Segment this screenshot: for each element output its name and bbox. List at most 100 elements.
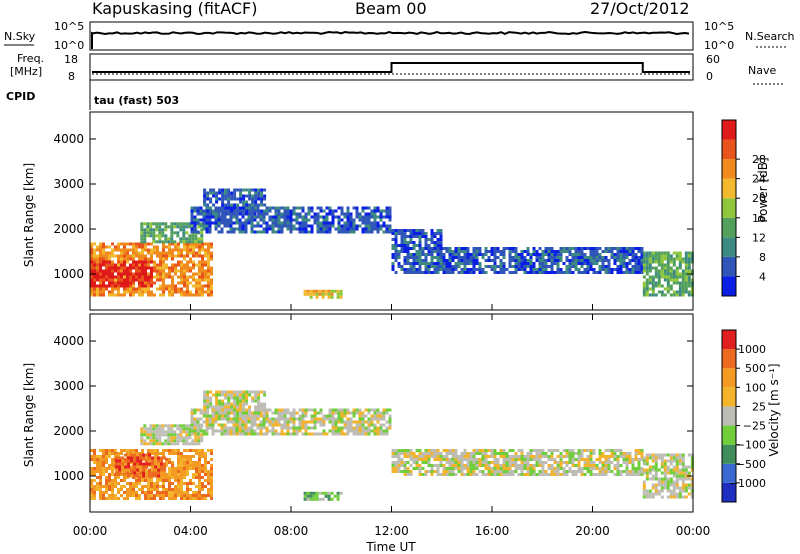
heatmap-cell [159, 284, 162, 288]
colorbar-tick-label: 1000 [738, 343, 766, 356]
heatmap-cell [648, 254, 652, 258]
heatmap-cell [150, 482, 153, 485]
heatmap-cell [409, 458, 413, 461]
heatmap-cell [681, 480, 685, 484]
heatmap-cell [129, 257, 132, 261]
heatmap-cell [176, 222, 180, 226]
heatmap-cell [177, 260, 180, 264]
heatmap-cell [331, 215, 335, 219]
heatmap-cell [451, 458, 455, 461]
heatmap-cell [180, 272, 183, 276]
heatmap-cell [343, 221, 347, 225]
heatmap-cell [192, 260, 195, 264]
heatmap-cell [256, 221, 260, 225]
heatmap-cell [239, 212, 243, 216]
heatmap-cell [153, 497, 156, 500]
heatmap-cell [298, 408, 302, 412]
heatmap-cell [177, 452, 180, 455]
heatmap-cell [400, 452, 404, 455]
heatmap-cell [232, 429, 236, 433]
heatmap-cell [192, 449, 195, 452]
heatmap-cell [439, 235, 443, 238]
heatmap-cell [433, 256, 437, 259]
heatmap-cell [182, 427, 186, 431]
heatmap-cell [155, 225, 159, 229]
heatmap-cell [672, 453, 676, 457]
heatmap-cell [193, 408, 197, 412]
heatmap-cell [310, 420, 314, 424]
heatmap-cell [355, 209, 359, 213]
heatmap-cell [571, 470, 575, 473]
heatmap-cell [253, 224, 257, 228]
heatmap-cell [198, 281, 201, 285]
heatmap-cell [645, 468, 649, 472]
heatmap-cell [170, 234, 174, 238]
heatmap-cell [457, 253, 461, 256]
heatmap-cell [191, 225, 195, 229]
heatmap-cell [141, 248, 144, 252]
heatmap-cell [277, 230, 281, 234]
y-tick-label: 1000 [53, 469, 84, 483]
heatmap-cell [642, 266, 646, 270]
heatmap-cell [105, 482, 108, 485]
heatmap-cell [346, 212, 350, 216]
heatmap-cell [123, 266, 126, 270]
heatmap-cell [454, 250, 458, 253]
cpid-label: CPID [6, 90, 35, 103]
colorbar-tick-label: −100 [736, 439, 766, 452]
heatmap-cell [442, 455, 446, 458]
heatmap-cell [391, 449, 395, 452]
heatmap-cell [200, 439, 204, 443]
heatmap-cell [678, 293, 682, 297]
heatmap-cell [259, 411, 263, 415]
heatmap-cell [637, 470, 641, 473]
heatmap-cell [236, 414, 240, 418]
heatmap-cell [382, 221, 386, 225]
heatmap-cell [568, 247, 572, 250]
heatmap-cell [96, 278, 99, 282]
heatmap-cell [126, 257, 129, 261]
heatmap-cell [214, 420, 218, 424]
heatmap-cell [229, 426, 233, 430]
heatmap-cell [204, 473, 207, 476]
heatmap-cell [648, 287, 652, 291]
heatmap-cell [200, 222, 204, 226]
heatmap-cell [177, 479, 180, 482]
heatmap-cell [180, 260, 183, 264]
heatmap-cell [640, 262, 644, 265]
heatmap-cell [663, 459, 667, 463]
heatmap-cell [330, 497, 334, 501]
heatmap-cell [645, 474, 649, 478]
heatmap-cell [337, 215, 341, 219]
heatmap-cell [192, 476, 195, 479]
heatmap-cell [657, 477, 661, 481]
heatmap-cell [690, 480, 694, 484]
heatmap-cell [167, 427, 171, 431]
heatmap-cell [183, 257, 186, 261]
heatmap-cell [154, 474, 158, 478]
heatmap-cell [541, 455, 545, 458]
heatmap-cell [675, 477, 679, 481]
heatmap-cell [171, 449, 174, 452]
heatmap-cell [547, 449, 551, 452]
heatmap-cell [263, 188, 267, 192]
heatmap-cell [328, 209, 332, 213]
heatmap-cell [340, 224, 344, 228]
heatmap-cell [319, 221, 323, 225]
heatmap-cell [514, 464, 518, 467]
heatmap-cell [550, 271, 554, 274]
heatmap-cell [364, 215, 368, 219]
heatmap-cell [412, 467, 416, 470]
heatmap-cell [138, 281, 141, 285]
heatmap-cell [120, 269, 123, 273]
heatmap-cell [155, 439, 159, 443]
heatmap-cell [256, 224, 260, 228]
heatmap-cell [496, 473, 500, 476]
heatmap-cell [99, 242, 102, 246]
heatmap-cell [114, 476, 117, 479]
heatmap-cell [352, 420, 356, 424]
heatmap-cell [141, 491, 144, 494]
heatmap-cell [523, 464, 527, 467]
heatmap-cell [604, 449, 608, 452]
heatmap-cell [490, 473, 494, 476]
